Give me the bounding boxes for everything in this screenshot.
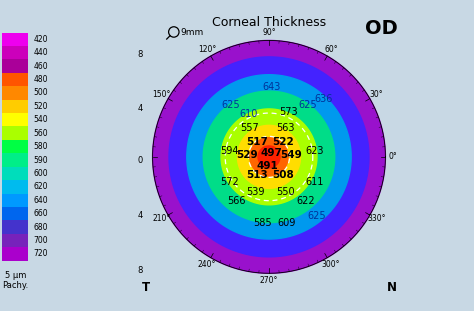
Bar — [2, 113, 28, 127]
Text: 460: 460 — [33, 62, 48, 71]
Text: 240°: 240° — [198, 260, 216, 269]
Text: 573: 573 — [279, 107, 298, 117]
Text: 5 µm: 5 µm — [5, 271, 26, 280]
Text: 120°: 120° — [198, 45, 216, 54]
Text: 622: 622 — [297, 196, 315, 206]
Text: 491: 491 — [257, 161, 279, 171]
Text: Pachy.: Pachy. — [2, 281, 28, 290]
Text: T: T — [142, 281, 150, 294]
Polygon shape — [258, 146, 280, 168]
Text: 566: 566 — [227, 196, 246, 206]
Text: 420: 420 — [33, 35, 48, 44]
Text: 0°: 0° — [389, 152, 397, 161]
Polygon shape — [153, 40, 385, 273]
Bar — [2, 73, 28, 86]
Polygon shape — [169, 57, 369, 257]
Text: 508: 508 — [272, 170, 293, 180]
Bar — [2, 247, 28, 261]
Bar — [2, 193, 28, 207]
Text: 4: 4 — [138, 104, 143, 114]
Bar — [2, 207, 28, 220]
Bar — [2, 234, 28, 247]
Text: 680: 680 — [33, 223, 48, 232]
Polygon shape — [187, 75, 351, 239]
Text: 270°: 270° — [260, 276, 278, 285]
Text: 60°: 60° — [324, 45, 338, 54]
Polygon shape — [237, 125, 301, 188]
Bar — [2, 220, 28, 234]
Bar — [2, 127, 28, 140]
Text: 560: 560 — [33, 129, 48, 138]
Bar — [2, 46, 28, 59]
Text: 611: 611 — [305, 177, 323, 187]
Text: OD: OD — [365, 19, 398, 38]
Text: 720: 720 — [33, 249, 48, 258]
Text: 590: 590 — [33, 156, 48, 165]
Bar — [2, 100, 28, 113]
Text: 150°: 150° — [153, 91, 171, 100]
Text: 513: 513 — [246, 170, 268, 180]
Text: 549: 549 — [280, 150, 302, 160]
Bar — [2, 33, 28, 46]
Text: 90°: 90° — [262, 28, 276, 37]
Text: 585: 585 — [253, 218, 272, 228]
Polygon shape — [221, 109, 317, 205]
Text: 643: 643 — [263, 82, 281, 92]
Text: 210°: 210° — [153, 214, 171, 223]
Text: 8: 8 — [137, 266, 143, 275]
Text: 4: 4 — [138, 211, 143, 220]
Polygon shape — [203, 91, 335, 223]
Text: 0: 0 — [138, 156, 143, 165]
Text: 522: 522 — [272, 137, 293, 147]
Text: 625: 625 — [298, 100, 317, 110]
Text: 480: 480 — [33, 75, 48, 84]
Text: 563: 563 — [276, 123, 295, 133]
Text: 540: 540 — [33, 115, 48, 124]
Text: 620: 620 — [33, 182, 48, 191]
Text: 517: 517 — [246, 137, 268, 147]
Text: 625: 625 — [308, 211, 326, 221]
Text: 550: 550 — [276, 188, 295, 197]
Polygon shape — [250, 138, 288, 176]
Text: 9mm: 9mm — [180, 28, 203, 37]
Bar — [2, 180, 28, 193]
Text: 539: 539 — [246, 188, 264, 197]
Bar — [2, 153, 28, 167]
Text: 600: 600 — [33, 169, 48, 178]
Text: 557: 557 — [240, 123, 259, 133]
Text: 300°: 300° — [322, 260, 340, 269]
Text: 594: 594 — [220, 146, 238, 156]
Text: Corneal Thickness: Corneal Thickness — [212, 16, 326, 29]
Text: 30°: 30° — [370, 91, 383, 100]
Bar — [2, 140, 28, 153]
Text: 500: 500 — [33, 88, 48, 97]
Text: 497: 497 — [260, 148, 282, 158]
Text: 440: 440 — [33, 48, 48, 57]
Text: 572: 572 — [220, 177, 238, 187]
Text: 580: 580 — [33, 142, 48, 151]
Bar — [2, 86, 28, 100]
Text: 330°: 330° — [367, 214, 385, 223]
Text: 529: 529 — [236, 150, 258, 160]
Text: 8: 8 — [137, 50, 143, 59]
Text: N: N — [387, 281, 397, 294]
Text: 636: 636 — [315, 94, 333, 104]
Text: 623: 623 — [305, 146, 323, 156]
Text: 609: 609 — [278, 218, 296, 228]
Text: 700: 700 — [33, 236, 48, 245]
Text: 640: 640 — [33, 196, 48, 205]
Bar — [2, 59, 28, 73]
Text: 625: 625 — [221, 100, 240, 110]
Text: 610: 610 — [239, 109, 258, 119]
Text: 660: 660 — [33, 209, 48, 218]
Text: 520: 520 — [33, 102, 48, 111]
Bar — [2, 167, 28, 180]
